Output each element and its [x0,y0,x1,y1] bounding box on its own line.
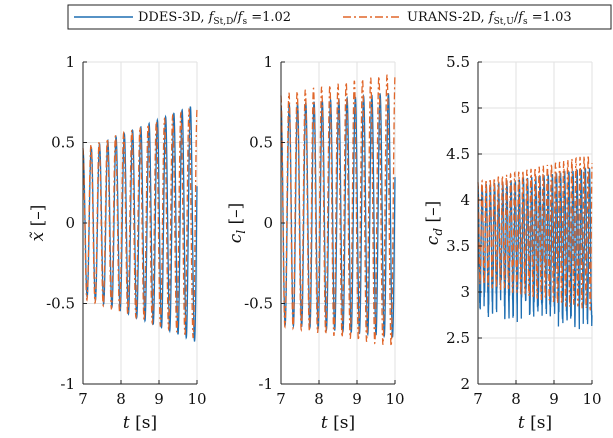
y-tick-label: 1 [263,53,273,71]
y-tick-label: -0.5 [46,295,75,313]
x-tick-label: 9 [549,390,559,408]
y-tick-label: 0.5 [249,134,273,152]
y-tick-label: 3 [460,283,470,301]
y-tick-label: 0.5 [51,134,75,152]
x-axis-label: t [s] [321,413,355,433]
x-tick-label: 7 [473,390,483,408]
x-tick-label: 7 [276,390,286,408]
y-axis-label: x̃ [–] [28,205,48,242]
series-line-ddes [82,106,198,342]
y-axis-label: cd [–] [423,201,445,245]
x-tick-label: 9 [352,390,362,408]
y-tick-label: 4 [460,191,470,209]
x-tick-label: 7 [78,390,88,408]
series-line-urans [477,155,593,311]
x-tick-label: 8 [116,390,126,408]
series-line-urans [82,107,198,339]
y-tick-label: 5.5 [446,53,470,71]
y-tick-label: 2.5 [446,329,470,347]
y-tick-label: 1 [65,53,75,71]
legend-label-urans: URANS-2D, fSt,U/fs =1.03 [407,10,572,27]
panel-2: 7 8 9 10 -1 -0.5 0 0.5 1 t [s] cl [–] [226,53,405,433]
y-tick-label: 5 [460,99,470,117]
legend-box [67,4,612,30]
x-axis-label: t [s] [518,413,552,433]
x-axis-label: t [s] [123,413,157,433]
panel-1: 7 8 9 10 -1 -0.5 0 0.5 1 t [s] x̃ [–] [28,53,207,433]
y-tick-label: -1 [258,375,273,393]
series-line-ddes [477,167,593,330]
x-tick-label: 10 [385,390,404,408]
y-tick-label: 0 [65,214,75,232]
x-tick-label: 10 [187,390,206,408]
legend-label-ddes: DDES-3D, fSt,D/fs =1.02 [138,10,291,27]
legend: DDES-3D, fSt,D/fs =1.02 URANS-2D, fSt,U/… [67,4,612,30]
y-axis-label: cl [–] [226,203,248,244]
x-tick-label: 9 [154,390,164,408]
y-tick-label: 0 [263,214,273,232]
x-tick-label: 10 [582,390,601,408]
x-tick-label: 8 [511,390,521,408]
y-tick-label: -0.5 [244,295,273,313]
y-tick-label: -1 [60,375,75,393]
panel-3: 7 8 9 10 2 2.5 3 3.5 4 4.5 5 5.5 t [s] cd [–] [423,53,602,433]
y-tick-label: 3.5 [446,237,470,255]
y-tick-label: 4.5 [446,145,470,163]
series-line-urans [280,74,396,348]
x-tick-label: 8 [314,390,324,408]
y-tick-label: 2 [460,375,470,393]
